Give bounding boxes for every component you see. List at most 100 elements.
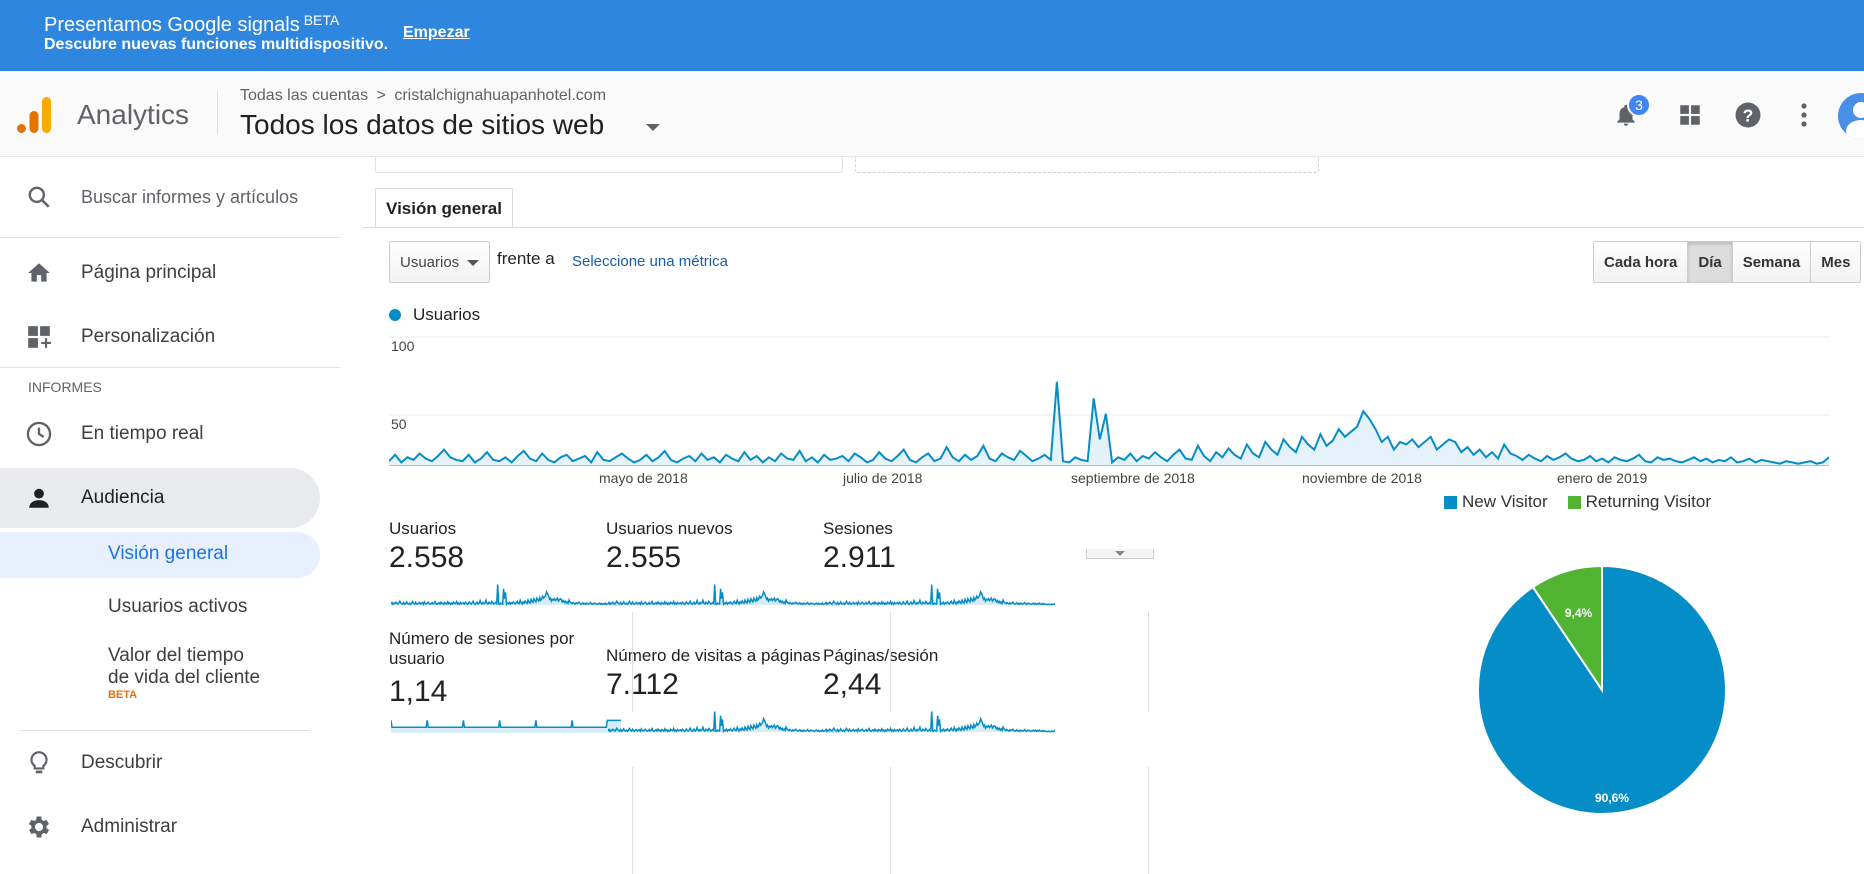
person-icon <box>24 483 54 513</box>
scorecard-value: 2.555 <box>606 541 682 574</box>
dashboard-add-icon <box>24 322 54 352</box>
scorecard[interactable]: Número de sesiones por usuario 1,14 <box>389 629 647 733</box>
sidebar-subitem-active-users[interactable]: Usuarios activos <box>0 585 320 631</box>
beta-badge: BETA <box>108 689 138 701</box>
chevron-down-icon[interactable] <box>646 124 660 131</box>
report-card-placeholder <box>855 157 1319 173</box>
granularity-month[interactable]: Mes <box>1811 242 1861 282</box>
more-vert-icon[interactable] <box>1784 95 1824 135</box>
sidebar-subitem-overview[interactable]: Visión general <box>0 532 320 578</box>
help-icon[interactable]: ? <box>1728 95 1768 135</box>
chevron-down-icon <box>467 260 479 266</box>
chart-collapse-handle[interactable] <box>1086 549 1154 559</box>
y-tick-label: 100 <box>391 338 415 354</box>
gear-icon <box>24 812 54 842</box>
visitor-type-pie-chart[interactable]: 90,6% 9,4% <box>1467 517 1737 874</box>
sparkline-line <box>391 584 621 607</box>
sidebar-divider <box>0 367 340 368</box>
analytics-logo-icon[interactable] <box>16 95 52 135</box>
legend-swatch <box>1444 495 1457 509</box>
chart-legend[interactable]: Usuarios <box>389 305 480 325</box>
sidebar-divider <box>20 730 310 731</box>
sidebar-item-audience[interactable]: Audiencia <box>0 468 320 528</box>
chevron-down-icon <box>1115 551 1125 556</box>
legend-dot <box>389 309 401 321</box>
sidebar-item-admin[interactable]: Administrar <box>0 799 320 855</box>
section-reports-label: INFORMES <box>28 379 102 395</box>
metric-select-value: Usuarios <box>400 253 460 271</box>
search-input[interactable]: Buscar informes y artículos <box>81 186 299 207</box>
scorecard[interactable]: Sesiones 2.911 <box>823 519 1081 623</box>
select-metric-link[interactable]: Seleccione una métrica <box>572 253 728 270</box>
pie-legend-item[interactable]: New Visitor <box>1444 492 1548 512</box>
scorecard[interactable]: Usuarios 2.558 <box>389 519 647 623</box>
granularity-week[interactable]: Semana <box>1732 242 1812 282</box>
pie-legend-item[interactable]: Returning Visitor <box>1567 492 1712 512</box>
scorecard-sparkline <box>391 719 621 733</box>
sidebar-item-discover[interactable]: Descubrir <box>0 735 320 791</box>
scorecard[interactable]: Usuarios nuevos 2.555 <box>606 519 864 623</box>
sidebar-item-customization[interactable]: Personalización <box>0 309 320 365</box>
tab-underline <box>362 227 1864 228</box>
sidebar-divider <box>0 237 340 238</box>
brand-name: Analytics <box>77 99 190 130</box>
sidebar-search[interactable]: Buscar informes y artículos <box>0 169 320 225</box>
x-tick-label: noviembre de 2018 <box>1302 470 1422 486</box>
sparkline-line <box>825 584 1055 607</box>
svg-text:?: ? <box>1743 105 1754 125</box>
legend-swatch <box>1567 495 1581 509</box>
clock-icon <box>24 419 54 449</box>
scorecard-label: Usuarios <box>389 519 457 538</box>
legend-label: Usuarios <box>413 305 481 324</box>
granularity-hourly[interactable]: Cada hora <box>1594 242 1689 282</box>
sparkline-area <box>391 720 621 733</box>
banner-start-link[interactable]: Empezar <box>403 24 470 41</box>
scorecard[interactable]: Número de visitas a páginas 7.112 <box>606 646 864 750</box>
header-divider <box>217 91 218 135</box>
sidebar-item-label: Descubrir <box>81 752 163 773</box>
x-axis: mayo de 2018 julio de 2018 septiembre de… <box>389 470 1829 490</box>
scorecard[interactable]: Páginas/sesión 2,44 <box>823 646 1081 750</box>
view-selector[interactable]: Todos los datos de sitios web <box>240 109 605 140</box>
scorecard-value: 2.558 <box>389 541 465 574</box>
breadcrumb-account[interactable]: cristalchignahuapanhotel.com <box>394 87 607 104</box>
apps-grid-icon[interactable] <box>1670 95 1710 135</box>
scorecard-sparkline <box>608 711 838 734</box>
breadcrumb[interactable]: Todas las cuentas > cristalchignahuapanh… <box>240 87 606 105</box>
breadcrumb-root[interactable]: Todas las cuentas <box>240 87 369 104</box>
scorecard-sparkline <box>391 584 621 607</box>
tab-overview[interactable]: Visión general <box>375 188 513 228</box>
scorecard-value: 7.112 <box>606 668 679 701</box>
sidebar-scrollbar[interactable] <box>340 157 362 874</box>
users-line-chart[interactable]: 100 50 <box>389 329 1829 479</box>
banner-title: Presentamos Google signals BETA <box>44 12 340 36</box>
pie-slice-label: 90,6% <box>1595 791 1629 805</box>
card-divider <box>1148 767 1149 874</box>
scorecard-value: 2.911 <box>823 541 896 574</box>
sidebar-subitem-lifetime-value[interactable]: Valor del tiempo de vida del cliente BET… <box>0 645 320 717</box>
pie-slice-label: 9,4% <box>1565 606 1593 620</box>
sidebar-subitem-label: de vida del cliente <box>108 667 261 688</box>
card-divider <box>632 612 633 712</box>
x-tick-label: enero de 2019 <box>1557 470 1648 486</box>
sparkline-line <box>608 711 838 734</box>
y-tick-label: 50 <box>391 416 407 432</box>
legend-label: New Visitor <box>1462 492 1548 511</box>
report-card-top <box>375 157 843 173</box>
sidebar-item-realtime[interactable]: En tiempo real <box>0 406 320 462</box>
scorecard-label: Sesiones <box>823 519 893 538</box>
sidebar-item-label: Personalización <box>81 326 216 347</box>
sidebar: Buscar informes y artículos Página princ… <box>0 157 340 874</box>
legend-label: Returning Visitor <box>1585 492 1712 511</box>
sparkline-line <box>391 719 621 729</box>
granularity-day[interactable]: Día <box>1688 242 1733 282</box>
sidebar-item-label: Audiencia <box>81 487 165 508</box>
versus-label: frente a <box>497 249 555 268</box>
scorecard-label: Número de visitas a páginas <box>606 646 821 665</box>
sidebar-subitem-label: Usuarios activos <box>108 596 248 617</box>
sidebar-item-home[interactable]: Página principal <box>0 245 320 301</box>
metric-select[interactable]: Usuarios <box>389 241 490 283</box>
granularity-toggle: Cada hora Día Semana Mes <box>1593 241 1862 283</box>
account-avatar[interactable] <box>1838 93 1864 139</box>
chart-baseline <box>389 465 1829 466</box>
